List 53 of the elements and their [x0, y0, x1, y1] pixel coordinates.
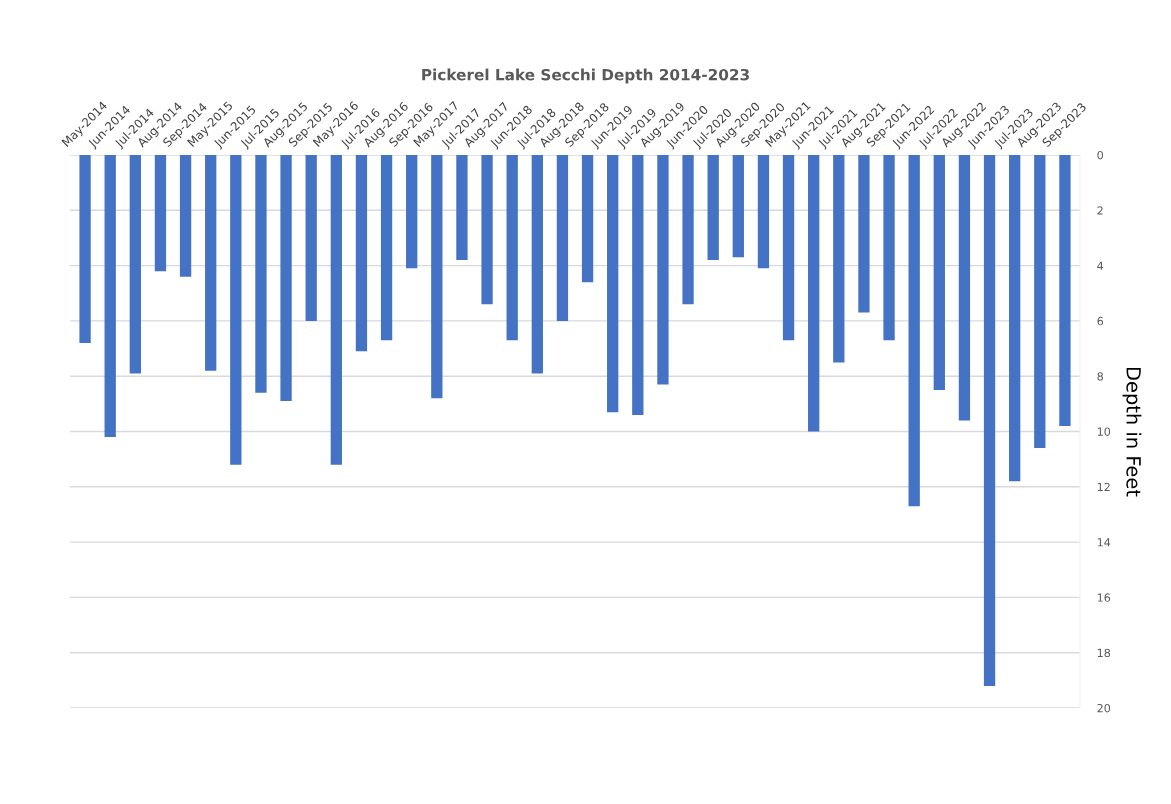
bar [380, 155, 393, 341]
y-tick-label: 0 [1097, 150, 1103, 160]
y-tick-label: 12 [1097, 482, 1110, 492]
y-tick-label: 4 [1097, 261, 1104, 270]
bar [883, 155, 895, 341]
bar [1009, 155, 1021, 482]
bar [255, 155, 267, 393]
y-tick-label: 18 [1097, 648, 1111, 658]
bar [406, 155, 418, 269]
y-tick-label: 2 [1097, 206, 1103, 215]
bar [632, 155, 644, 415]
y-tick-label: 14 [1097, 538, 1111, 547]
bar [104, 155, 116, 438]
bar [607, 155, 619, 413]
bar [79, 155, 91, 344]
bar [808, 155, 820, 432]
bar [1059, 155, 1071, 426]
bar [280, 155, 292, 402]
bar [230, 155, 242, 465]
bar [581, 155, 594, 283]
bar [531, 155, 543, 374]
bar [129, 155, 141, 374]
y-axis-title: Depth in Feet [1122, 367, 1142, 497]
bar [908, 155, 920, 507]
bar [757, 155, 770, 269]
bar [481, 155, 493, 305]
bar [782, 155, 795, 341]
bar [330, 155, 342, 465]
bar [456, 155, 468, 261]
y-tick-label: 8 [1097, 372, 1103, 381]
chart-title: Pickerel Lake Secchi Depth 2014-2023 [422, 68, 749, 84]
bar [556, 155, 569, 321]
bar [657, 155, 669, 385]
bar [983, 155, 996, 686]
bar [732, 155, 744, 258]
bar [682, 155, 694, 305]
y-tick-label: 16 [1097, 593, 1111, 602]
bar [958, 155, 971, 421]
bar [179, 155, 192, 277]
bar [355, 155, 368, 352]
bar [1034, 155, 1046, 449]
bar [154, 155, 167, 272]
bar [858, 155, 870, 313]
y-tick-label: 6 [1097, 316, 1104, 326]
bar [833, 155, 845, 363]
bar [205, 155, 217, 371]
y-tick-label: 10 [1097, 427, 1111, 436]
bar [431, 155, 443, 399]
bar [305, 155, 317, 321]
y-tick-label: 20 [1097, 703, 1111, 713]
bar [506, 155, 518, 341]
bar [933, 155, 945, 391]
bar [707, 155, 719, 261]
